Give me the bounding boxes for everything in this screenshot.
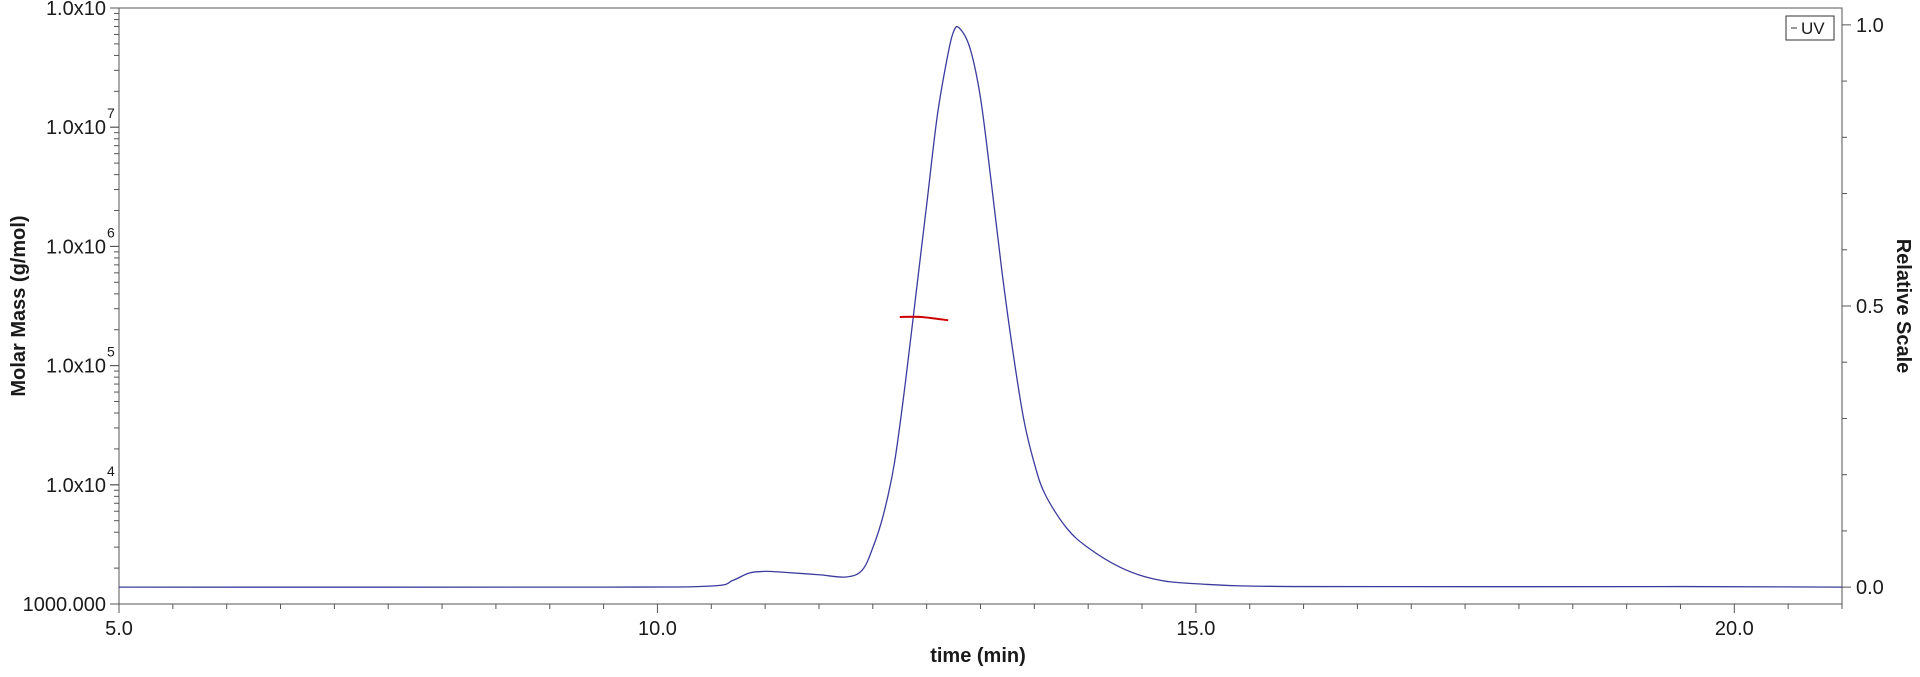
x-tick-label: 15.0 bbox=[1176, 618, 1215, 640]
y-left-tick-label: 1.0x10 bbox=[46, 117, 106, 139]
y-axis-left: 1000.0001.0x1041.0x1051.0x1061.0x1071.0x… bbox=[23, 0, 119, 616]
x-axis: 5.0 10.0 15.0 20.0 bbox=[105, 604, 1843, 640]
y-right-tick-label: 0.0 bbox=[1856, 577, 1884, 599]
x-tick-label: 10.0 bbox=[638, 618, 677, 640]
y-axis-right: 0.0 0.5 1.0 bbox=[1842, 15, 1884, 599]
legend-label-uv: UV bbox=[1801, 19, 1825, 38]
x-tick-label: 20.0 bbox=[1715, 618, 1754, 640]
x-axis-title: time (min) bbox=[930, 645, 1026, 667]
y-left-tick-exponent: 8 bbox=[107, 0, 115, 2]
y-axis-left-title: Molar Mass (g/mol) bbox=[8, 215, 30, 396]
series-line-molar-mass bbox=[899, 315, 949, 322]
y-right-tick-label: 0.5 bbox=[1856, 296, 1884, 318]
y-left-tick-label: 1.0x10 bbox=[46, 356, 106, 378]
y-left-tick-exponent: 7 bbox=[107, 105, 115, 121]
legend: UV bbox=[1785, 15, 1835, 41]
y-left-tick-label: 1.0x10 bbox=[46, 475, 106, 497]
y-axis-right-title: Relative Scale bbox=[1892, 239, 1914, 374]
series-line-uv bbox=[118, 25, 1843, 588]
y-left-tick-label: 1000.000 bbox=[23, 594, 106, 616]
y-left-tick-label: 1.0x10 bbox=[46, 236, 106, 258]
y-right-tick-label: 1.0 bbox=[1856, 15, 1884, 37]
series-layer bbox=[118, 25, 1843, 588]
y-left-tick-exponent: 6 bbox=[107, 224, 115, 240]
y-left-tick-label: 1.0x10 bbox=[46, 0, 106, 20]
y-left-tick-exponent: 4 bbox=[107, 463, 115, 479]
y-left-tick-exponent: 5 bbox=[107, 344, 115, 360]
plot-area bbox=[118, 7, 1843, 605]
x-tick-label: 5.0 bbox=[105, 618, 133, 640]
